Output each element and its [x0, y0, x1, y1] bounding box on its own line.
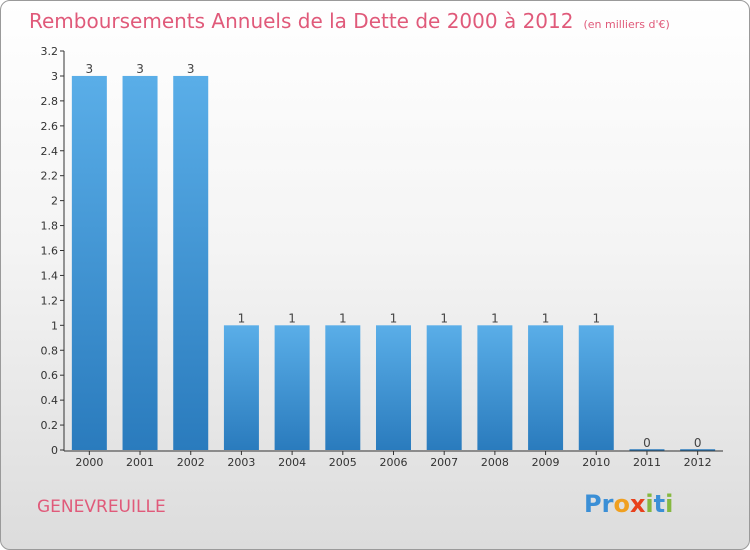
- y-tick-label: 0.2: [41, 419, 59, 432]
- data-label-2005: 1: [339, 311, 347, 325]
- y-tick-label: 1: [51, 319, 58, 332]
- y-tick-label: 2.4: [41, 145, 59, 158]
- chart-subtitle: (en milliers d'€): [583, 18, 670, 31]
- y-tick-label: 0.8: [41, 344, 59, 357]
- brand-letter: o: [613, 490, 630, 518]
- y-tick-label: 3.2: [41, 45, 59, 58]
- x-tick-label-2005: 2005: [329, 456, 357, 469]
- bar-2009: [528, 325, 564, 451]
- y-tick-label: 2: [51, 195, 58, 208]
- x-tick-label-2000: 2000: [75, 456, 103, 469]
- data-label-2006: 1: [390, 311, 398, 325]
- y-tick-label: 0: [51, 444, 58, 457]
- bar-2003: [223, 325, 259, 451]
- brand-letter: P: [584, 490, 602, 518]
- bar-2005: [325, 325, 361, 451]
- x-tick-label-2010: 2010: [582, 456, 610, 469]
- x-axis: 2000 2001 2002 2003 2004 2005 2006 2007 2008 2009…: [64, 450, 723, 469]
- x-tick-label-2004: 2004: [278, 456, 306, 469]
- data-label-2001: 3: [136, 62, 144, 76]
- brand-letter: i: [665, 490, 674, 518]
- y-tick-label: 0.4: [41, 394, 59, 407]
- data-label-2012: 0: [694, 436, 702, 450]
- bar-2001: [122, 75, 158, 451]
- y-tick-label: 1.4: [41, 269, 59, 282]
- brand-letter: r: [601, 490, 614, 518]
- x-tick-label-2003: 2003: [227, 456, 255, 469]
- data-label-2002: 3: [187, 62, 195, 76]
- x-tick-label-2008: 2008: [481, 456, 509, 469]
- x-tick-label-2006: 2006: [380, 456, 408, 469]
- chart-title: Remboursements Annuels de la Dette de 20…: [29, 9, 574, 33]
- location-label: GENEVREUILLE: [37, 497, 166, 517]
- brand-letter: t: [653, 490, 666, 518]
- y-tick-label: 2.2: [41, 170, 59, 183]
- data-label-2003: 1: [238, 311, 246, 325]
- bar-2004: [274, 325, 310, 451]
- bar-2010: [578, 325, 614, 451]
- y-tick-label: 2.6: [41, 120, 59, 133]
- title-line: Remboursements Annuels de la Dette de 20…: [29, 9, 670, 33]
- data-label-2011: 0: [643, 436, 651, 450]
- y-tick-label: 3: [51, 70, 58, 83]
- data-label-2004: 1: [288, 311, 296, 325]
- brand-letter: i: [645, 490, 654, 518]
- y-tick-label: 2.8: [41, 95, 59, 108]
- x-tick-label-2001: 2001: [126, 456, 154, 469]
- y-tick-label: 1.2: [41, 294, 59, 307]
- data-label-2008: 1: [491, 311, 499, 325]
- data-label-2007: 1: [440, 311, 448, 325]
- data-label-2010: 1: [592, 311, 600, 325]
- bar-2002: [173, 75, 209, 451]
- bar-2000: [71, 75, 107, 451]
- y-tick-label: 1.6: [41, 245, 59, 258]
- bar-2008: [477, 325, 513, 451]
- y-tick-label: 0.6: [41, 369, 59, 382]
- bar-2006: [376, 325, 411, 451]
- data-label-2009: 1: [542, 311, 550, 325]
- brand-logo: Proxiti: [584, 490, 673, 518]
- bar-2007: [426, 325, 462, 451]
- brand-letter: x: [629, 490, 646, 518]
- x-tick-label-2009: 2009: [532, 456, 560, 469]
- x-tick-label-2002: 2002: [177, 456, 205, 469]
- x-tick-label-2012: 2012: [684, 456, 712, 469]
- data-label-2000: 3: [86, 62, 94, 76]
- x-tick-label-2007: 2007: [430, 456, 458, 469]
- y-tick-label: 1.8: [41, 220, 59, 233]
- x-tick-label-2011: 2011: [633, 456, 661, 469]
- bars: 3 3 3 1 1 1 1 1 1 1 1 0 0: [71, 62, 716, 451]
- y-axis: 0 0.2 0.4 0.6 0.8 1 1.2 1.4 1.6 1.8 2 2.2 2.4 2.6 2.8 3…: [41, 45, 65, 457]
